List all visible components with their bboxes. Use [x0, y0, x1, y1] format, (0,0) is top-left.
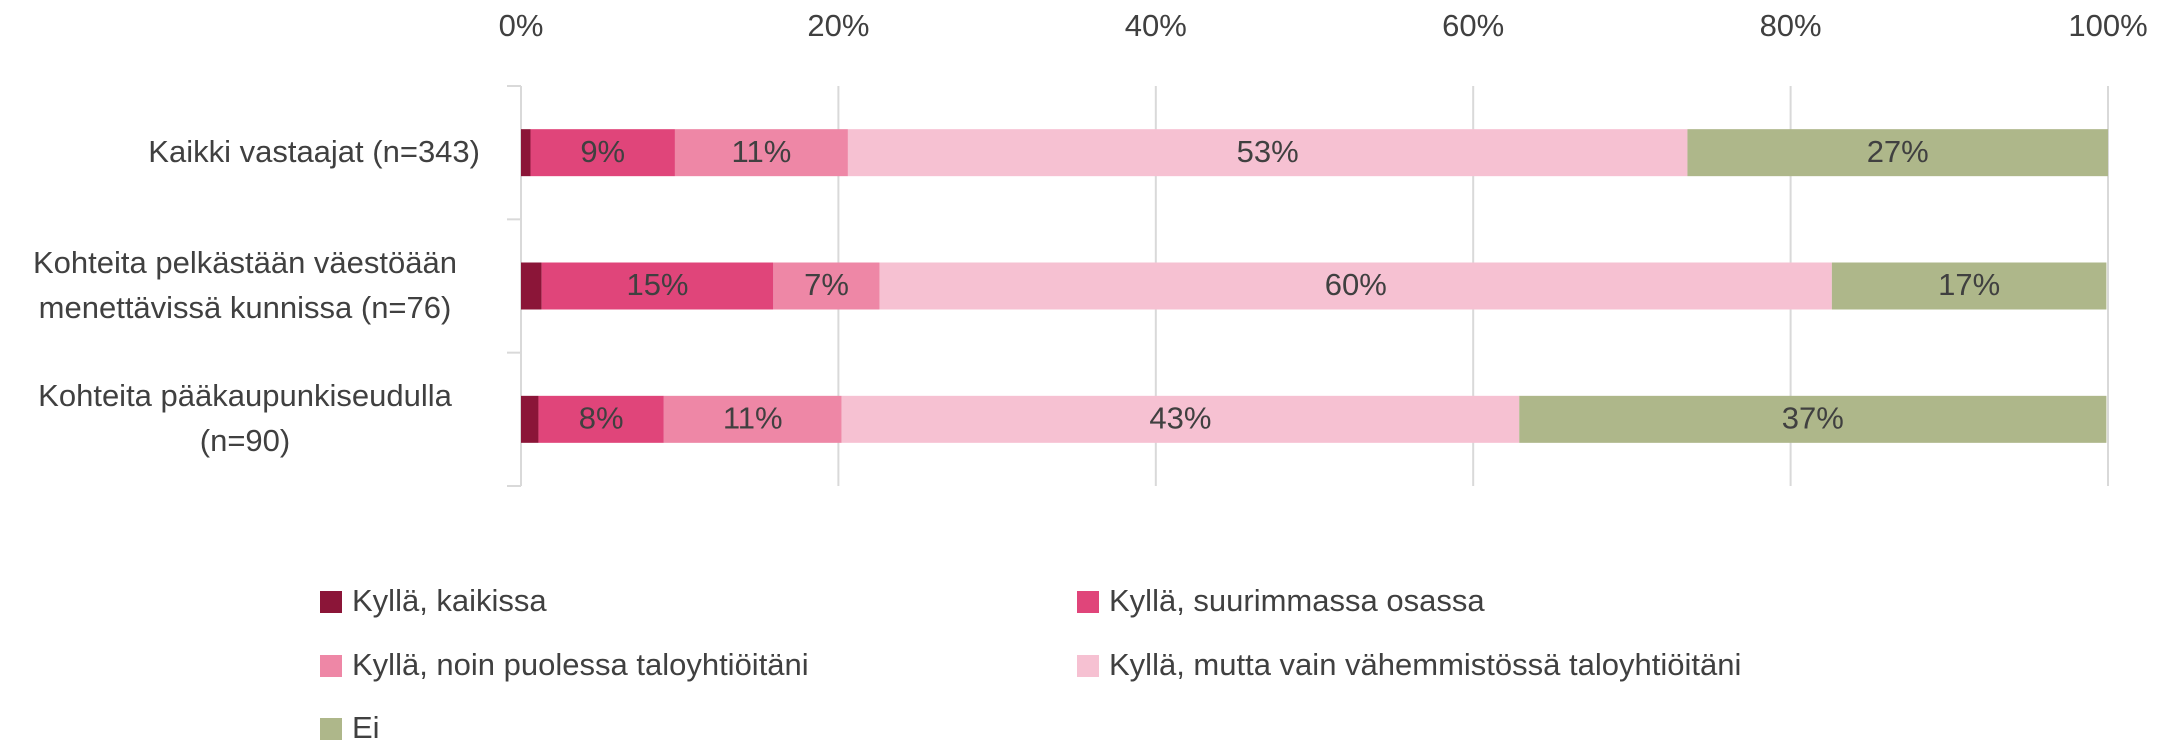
- bar-segment: [538, 395, 664, 443]
- x-tick-label: 100%: [2068, 8, 2147, 43]
- data-label: 15%: [626, 267, 688, 302]
- legend-label: Ei: [352, 710, 380, 745]
- data-label: 53%: [1237, 134, 1299, 169]
- x-tick-label: 40%: [1125, 8, 1187, 43]
- y-tick-label: Kaikki vastaajat (n=343): [148, 134, 480, 170]
- data-label: 11%: [723, 401, 783, 436]
- legend-swatch: [320, 718, 342, 740]
- bar-segment: [773, 262, 880, 310]
- bar-segment: [530, 129, 675, 177]
- bar-segment: [663, 395, 842, 443]
- bar-segment: [1831, 262, 2107, 310]
- bar-segment: [1687, 129, 2108, 177]
- data-label: 27%: [1867, 134, 1929, 169]
- category-label-box: Kaikki vastaajat (n=343): [10, 88, 480, 218]
- data-label: 9%: [580, 134, 625, 169]
- bar-segment: [1519, 395, 2107, 443]
- data-label: 8%: [579, 401, 624, 436]
- bar-segment: [674, 129, 848, 177]
- x-tick-label: 0%: [499, 8, 544, 43]
- data-label: 37%: [1782, 401, 1844, 436]
- legend-swatch: [320, 655, 342, 677]
- data-label: 11%: [732, 134, 792, 169]
- x-tick-label: 20%: [807, 8, 869, 43]
- y-tick-label: Kohteita pelkästään väestöään menettävis…: [33, 245, 457, 325]
- category-label-box: Kohteita pääkaupunkiseudulla (n=90): [10, 354, 480, 484]
- bar-segment: [879, 262, 1832, 310]
- data-label: 60%: [1325, 267, 1387, 302]
- bar-segment: [541, 262, 774, 310]
- legend-swatch: [1077, 591, 1099, 613]
- legend-label: Kyllä, kaikissa: [352, 583, 547, 618]
- x-tick-label: 60%: [1442, 8, 1504, 43]
- y-tick-label: Kohteita pääkaupunkiseudulla (n=90): [38, 378, 452, 459]
- data-label: 7%: [804, 267, 849, 302]
- bar-segment: [841, 395, 1520, 443]
- bar-segment: [521, 262, 542, 310]
- bar-segment: [521, 129, 531, 177]
- legend-label: Kyllä, mutta vain vähemmistössä taloyhti…: [1109, 647, 1741, 682]
- data-label: 43%: [1149, 401, 1211, 436]
- category-label-box: Kohteita pelkästään väestöään menettävis…: [10, 221, 480, 351]
- bar-segment: [847, 129, 1688, 177]
- legend-swatch: [320, 591, 342, 613]
- legend-label: Kyllä, suurimmassa osassa: [1109, 583, 1485, 618]
- legend-label: Kyllä, noin puolessa taloyhtiöitäni: [352, 647, 809, 682]
- bar-segment: [521, 395, 539, 443]
- legend-swatch: [1077, 655, 1099, 677]
- x-tick-label: 80%: [1760, 8, 1822, 43]
- data-label: 17%: [1938, 267, 2000, 302]
